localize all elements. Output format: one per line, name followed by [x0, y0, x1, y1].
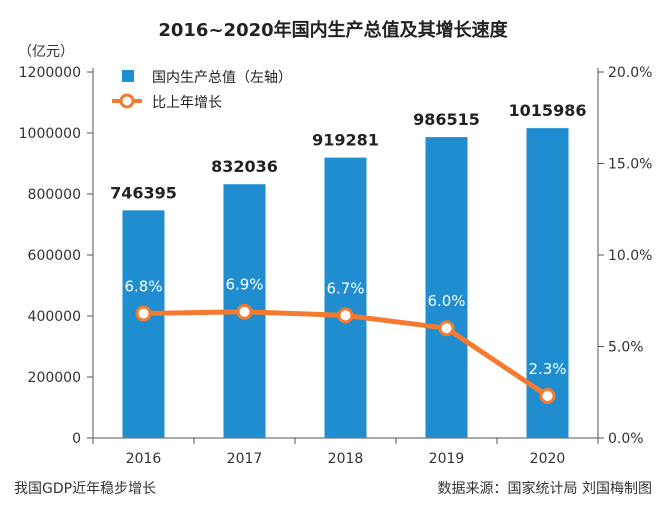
legend: 国内生产总值（左轴） 比上年增长: [112, 70, 292, 111]
right-axis-tick-label: 5.0%: [608, 340, 644, 356]
bar-series: 746395 832036 919281 986515 1015986: [110, 101, 587, 439]
growth-point-2020: [539, 387, 556, 404]
growth-point-2018: [337, 307, 354, 324]
bar-2016: [122, 210, 165, 438]
left-axis-unit: （亿元）: [18, 44, 74, 60]
growth-label-2020: 2.3%: [528, 360, 566, 378]
right-axis-tick-label: 20.0%: [608, 65, 652, 81]
chart-title: 2016~2020年国内生产总值及其增长速度: [158, 19, 508, 41]
footer-right: 数据来源：国家统计局 刘国梅制图: [438, 480, 652, 497]
growth-label-2017: 6.9%: [225, 276, 263, 294]
x-axis-tick-label: 2016: [126, 451, 162, 467]
bar-value-label-2019: 986515: [413, 110, 480, 129]
x-axis-tick-label: 2020: [530, 451, 566, 467]
bar-value-label-2018: 919281: [312, 131, 379, 150]
bar-value-label-2016: 746395: [110, 183, 177, 202]
legend-bar-swatch: [122, 70, 134, 82]
x-axis-tick-label: 2019: [429, 451, 465, 467]
right-axis-tick-label: 10.0%: [608, 248, 652, 264]
left-axis-tick-label: 0: [72, 431, 81, 447]
x-axis: 2016 2017 2018 2019 2020: [92, 437, 599, 467]
right-axis-tick-label: 15.0%: [608, 157, 652, 173]
growth-label-2016: 6.8%: [124, 278, 162, 296]
right-axis-tick-label: 0.0%: [608, 431, 644, 447]
line-series: 6.8% 6.9% 6.7% 6.0% 2.3%: [124, 276, 567, 404]
left-axis: 0 200000 400000 600000 800000 1000000 1200000: [19, 65, 94, 447]
left-axis-tick-label: 1000000: [19, 126, 81, 142]
bar-2018: [324, 157, 367, 438]
left-axis-tick-label: 400000: [28, 309, 81, 325]
legend-line-label: 比上年增长: [152, 95, 222, 111]
bar-value-label-2017: 832036: [211, 157, 278, 176]
left-axis-tick-label: 1200000: [19, 65, 81, 81]
x-axis-tick-label: 2017: [227, 451, 263, 467]
growth-point-2016: [135, 305, 152, 322]
legend-line-marker: [119, 93, 135, 109]
growth-label-2019: 6.0%: [427, 292, 465, 310]
bar-value-label-2020: 1015986: [509, 101, 587, 120]
bar-2019: [425, 137, 468, 439]
legend-bar-label: 国内生产总值（左轴）: [152, 70, 292, 86]
footer-left: 我国GDP近年稳步增长: [14, 481, 156, 497]
left-axis-tick-label: 200000: [28, 370, 81, 386]
x-axis-tick-label: 2018: [328, 451, 364, 467]
left-axis-tick-label: 800000: [28, 187, 81, 203]
growth-point-2019: [438, 320, 455, 337]
growth-point-2017: [236, 303, 253, 320]
left-axis-tick-label: 600000: [28, 248, 81, 264]
right-axis: 0.0% 5.0% 10.0% 15.0% 20.0%: [597, 65, 652, 447]
growth-label-2018: 6.7%: [326, 279, 364, 297]
